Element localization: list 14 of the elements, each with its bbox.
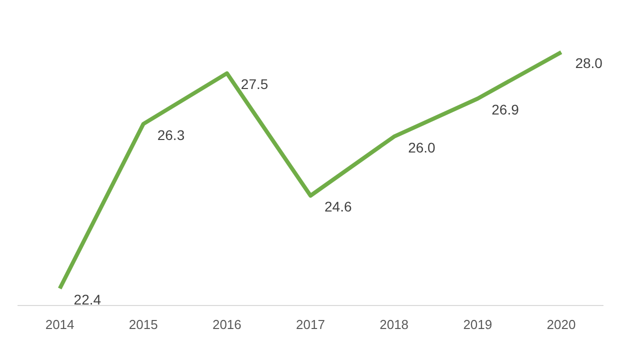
data-label: 22.4 — [74, 291, 102, 308]
x-tick-label: 2016 — [212, 316, 242, 332]
data-label: 26.3 — [157, 126, 185, 143]
x-tick-label: 2020 — [546, 316, 576, 332]
data-label: 26.0 — [408, 139, 436, 156]
data-label: 26.9 — [492, 101, 520, 118]
data-label: 27.5 — [240, 76, 268, 92]
data-label: 28.0 — [575, 55, 603, 72]
x-tick-label: 2018 — [380, 316, 409, 332]
x-tick-label: 2015 — [128, 316, 158, 332]
x-tick-label: 2014 — [45, 316, 74, 332]
x-tick-label: 2017 — [296, 316, 325, 332]
x-tick-label: 2019 — [463, 316, 492, 332]
data-label: 24.6 — [324, 198, 352, 215]
